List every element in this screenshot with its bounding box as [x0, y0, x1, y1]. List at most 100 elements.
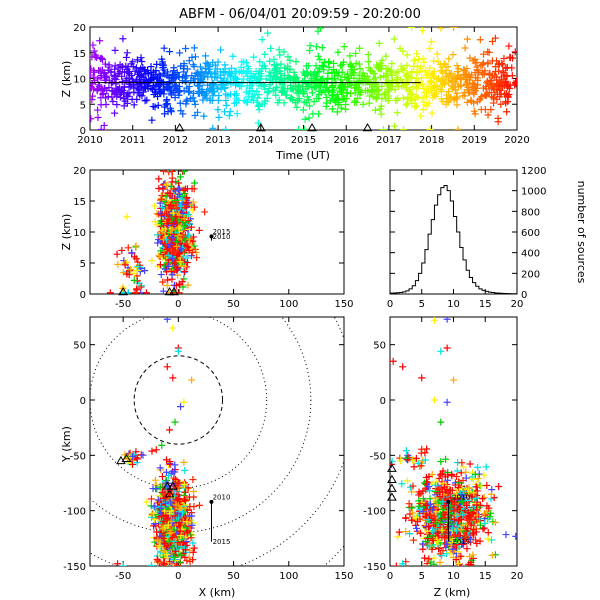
source-point: [499, 61, 507, 69]
source-point: [447, 76, 455, 84]
source-point: [189, 476, 197, 484]
source-point: [202, 69, 210, 77]
source-point: [480, 509, 488, 517]
source-point: [384, 88, 392, 96]
source-point: [486, 513, 494, 521]
source-point: [119, 268, 127, 276]
source-point: [181, 185, 189, 193]
source-point: [129, 76, 137, 84]
source-point: [415, 68, 423, 76]
source-point: [376, 105, 384, 113]
x-tick-label: 15: [479, 571, 492, 582]
source-point: [155, 175, 163, 183]
source-point: [460, 540, 468, 548]
source-point: [102, 94, 110, 102]
source-point: [319, 86, 327, 94]
x-tick-label: -50: [115, 571, 131, 582]
source-point: [395, 528, 403, 536]
source-point: [413, 524, 421, 532]
source-point: [162, 209, 170, 217]
source-point: [179, 110, 187, 118]
source-point: [188, 252, 196, 260]
source-point: [162, 182, 170, 190]
source-point: [191, 179, 199, 187]
source-point: [408, 504, 416, 512]
source-point: [175, 514, 183, 522]
source-point: [166, 426, 174, 434]
source-point: [191, 75, 199, 83]
source-point: [154, 557, 162, 565]
source-point: [137, 79, 145, 87]
source-point: [473, 98, 481, 106]
source-point: [312, 62, 320, 70]
source-point: [200, 92, 208, 100]
source-point: [465, 560, 473, 566]
source-point: [306, 102, 314, 110]
source-point: [192, 69, 200, 77]
source-point: [169, 374, 177, 382]
source-point: [180, 481, 188, 489]
source-point: [173, 69, 181, 77]
x-tick-label: 10: [447, 299, 460, 310]
station-marker: [387, 474, 397, 483]
source-point: [443, 317, 451, 323]
x-tick-label: 2014: [248, 135, 273, 146]
source-point: [185, 217, 193, 225]
source-point: [148, 447, 156, 455]
source-point: [164, 570, 171, 577]
source-point: [373, 94, 381, 102]
source-point: [100, 121, 108, 129]
source-point: [311, 68, 319, 76]
source-point: [316, 56, 324, 64]
source-point: [473, 511, 481, 519]
source-point: [185, 57, 193, 65]
source-point: [436, 559, 444, 566]
source-point: [477, 106, 485, 114]
annotation-label: 2010: [452, 494, 470, 502]
source-point: [403, 70, 411, 78]
source-point: [176, 87, 184, 95]
source-point: [162, 97, 170, 105]
annotation-label: 2015: [452, 538, 470, 546]
source-point: [420, 58, 428, 66]
histogram-bar: [434, 205, 437, 294]
source-point: [431, 487, 439, 495]
source-point: [170, 185, 178, 193]
source-point: [477, 94, 485, 102]
source-point: [390, 460, 395, 468]
source-point: [175, 505, 183, 513]
source-point: [255, 91, 263, 99]
y-tick-label: 15: [73, 197, 86, 208]
source-point: [178, 195, 186, 203]
source-point: [328, 105, 336, 113]
source-point: [396, 457, 404, 465]
source-point: [481, 519, 489, 527]
source-point: [361, 75, 369, 83]
source-point: [494, 114, 502, 122]
source-point: [380, 126, 388, 130]
source-point: [138, 57, 146, 65]
source-point: [90, 65, 95, 73]
source-point: [137, 283, 145, 291]
source-point: [415, 488, 423, 496]
source-point: [245, 65, 253, 73]
source-point: [307, 70, 315, 78]
source-point: [484, 535, 492, 543]
source-point: [162, 479, 170, 487]
source-point: [181, 495, 189, 503]
source-point: [405, 87, 413, 95]
source-point: [418, 27, 426, 34]
source-point: [155, 542, 163, 550]
source-point: [347, 90, 355, 98]
source-point: [181, 488, 189, 496]
source-point: [132, 255, 140, 263]
source-point: [487, 536, 495, 544]
source-point: [154, 239, 162, 247]
track-dot: [209, 234, 214, 239]
source-point: [463, 35, 471, 43]
annotation-label: 2010: [213, 494, 231, 502]
source-point: [333, 108, 341, 116]
histogram-bar: [431, 220, 434, 294]
source-point: [468, 475, 476, 483]
source-point: [101, 60, 109, 68]
